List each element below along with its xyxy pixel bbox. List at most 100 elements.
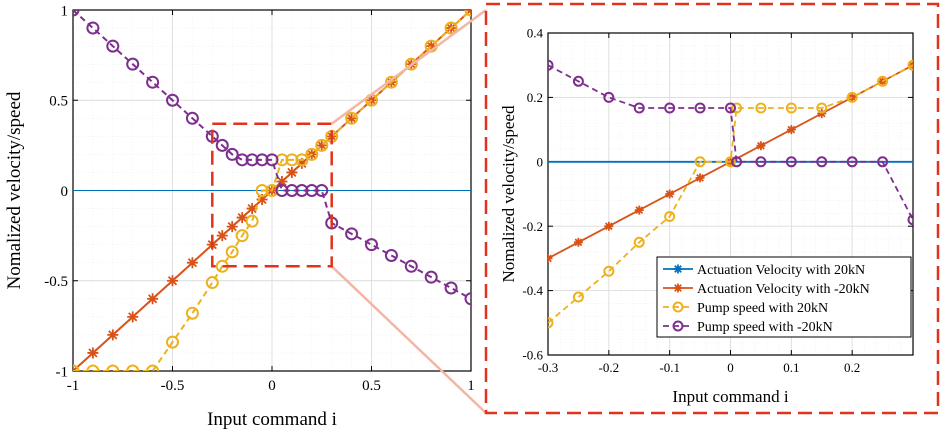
data-point	[548, 317, 554, 329]
data-point	[216, 230, 228, 242]
data-point	[235, 153, 249, 167]
data-point	[295, 153, 309, 167]
data-point	[215, 138, 229, 152]
legend-marker	[673, 264, 683, 274]
y-tick-label: -0.6	[522, 348, 543, 363]
data-point	[285, 153, 299, 167]
data-point	[315, 184, 329, 197]
data-point	[295, 184, 309, 197]
data-point	[86, 364, 100, 371]
data-point	[106, 39, 120, 53]
zoom-connector-bottom	[330, 265, 487, 414]
data-point	[305, 184, 319, 197]
data-point	[633, 102, 645, 114]
data-point	[572, 75, 584, 87]
data-point	[444, 281, 458, 295]
data-point	[246, 203, 258, 215]
x-tick-label: -0.2	[599, 360, 620, 375]
x-tick-label: 0.1	[783, 360, 799, 375]
data-point	[205, 276, 219, 290]
data-point	[694, 102, 706, 114]
y-tick-label: 0.2	[527, 90, 543, 105]
data-point	[755, 102, 767, 114]
y-tick-label: -1	[56, 364, 69, 380]
data-point	[256, 194, 268, 206]
data-point	[816, 156, 828, 168]
data-point	[275, 184, 289, 197]
data-point	[877, 156, 889, 168]
data-point	[785, 102, 797, 114]
data-point	[166, 335, 179, 349]
data-point	[235, 229, 249, 243]
data-point	[185, 111, 199, 125]
y-axis-label: Nomalized velocity/speed	[499, 105, 518, 283]
data-point	[245, 153, 259, 167]
data-point	[548, 59, 554, 71]
x-axis-label: Input command i	[672, 387, 788, 406]
data-point	[245, 214, 259, 228]
data-point	[603, 265, 615, 277]
data-point	[633, 236, 645, 248]
data-point	[603, 91, 615, 103]
data-point	[166, 93, 179, 107]
y-axis-label: Nomalized velocity/speed	[4, 91, 25, 289]
data-point	[756, 141, 766, 151]
data-point	[285, 184, 299, 197]
zoom-region-box	[211, 122, 333, 268]
data-point	[296, 157, 308, 169]
data-point	[365, 238, 378, 252]
data-point	[286, 166, 298, 178]
legend-label: Actuation Velocity with -20kN	[697, 282, 870, 297]
series-3	[548, 59, 913, 329]
data-point	[846, 156, 858, 168]
y-tick-label: -0.2	[522, 219, 543, 234]
chart-panel-zoom: -0.3 -0.2 -0.1 0 0.1 0.2 -0.6 -0.4 -0.2 0 0.2 0.4 In…	[499, 26, 914, 406]
legend-label: Pump speed with 20kN	[697, 301, 828, 316]
data-point	[847, 92, 857, 102]
x-tick-label: -0.1	[659, 360, 680, 375]
data-point	[186, 257, 198, 269]
x-tick-label: -0.3	[538, 360, 559, 375]
data-point	[126, 57, 140, 71]
data-point	[106, 364, 120, 371]
data-point	[384, 75, 398, 89]
data-point	[167, 275, 178, 287]
data-point	[255, 184, 269, 197]
data-point	[86, 21, 100, 35]
data-point	[664, 102, 676, 114]
chart-panel-main: -1 -0.5 0 0.5 1 -1 -0.5 0 0.5 1 Input command i Nom…	[4, 3, 487, 430]
legend-marker	[673, 283, 683, 293]
data-point	[255, 153, 269, 167]
data-point	[665, 189, 675, 199]
data-point	[404, 57, 418, 71]
data-point	[816, 102, 828, 114]
data-point	[425, 40, 437, 52]
series-4	[73, 10, 471, 306]
data-point	[127, 311, 139, 323]
x-tick-label: 0.2	[844, 360, 860, 375]
data-point	[731, 156, 743, 168]
data-point	[786, 125, 796, 135]
y-tick-label: -0.5	[44, 274, 68, 290]
data-point	[315, 138, 329, 152]
series-line	[73, 10, 471, 300]
data-point	[695, 173, 705, 183]
x-tick-label: -0.5	[161, 378, 185, 394]
y-tick-label: 0.4	[527, 26, 544, 41]
data-point	[147, 293, 159, 305]
data-point	[87, 347, 99, 359]
y-tick-label: 0.5	[49, 94, 68, 110]
y-tick-label: 1	[61, 3, 69, 19]
x-tick-label: 1	[467, 378, 475, 394]
legend-marker	[672, 320, 684, 332]
series-line	[73, 10, 471, 371]
data-point	[345, 111, 359, 125]
data-point	[725, 102, 736, 114]
data-point	[345, 227, 359, 241]
data-point	[225, 245, 239, 259]
data-point	[126, 364, 140, 371]
legend-label: Actuation Velocity with 20kN	[697, 263, 865, 278]
data-point	[907, 59, 913, 71]
data-point	[572, 291, 584, 303]
